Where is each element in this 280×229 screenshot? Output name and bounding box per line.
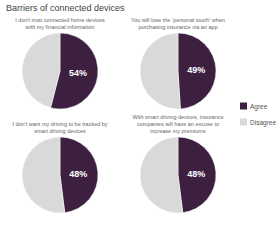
pie-slice: [22, 33, 60, 108]
pie-chart: I don't want my driving to be tracked by…: [12, 121, 107, 213]
legend-swatch: [240, 103, 247, 110]
data-label: 54%: [69, 68, 87, 78]
data-label: 48%: [187, 169, 205, 179]
pie-slice: [178, 137, 216, 213]
pie-slice: [178, 33, 216, 109]
pie-title-line: With smart driving devices, insurance: [132, 114, 223, 120]
chart: Barriers of connected devices I don't tru…: [0, 0, 280, 229]
legend-swatch: [240, 119, 247, 126]
pie-title-line: purchasing insurance via an app: [138, 24, 217, 30]
pie-chart: I don't trust connected home deviceswith…: [15, 17, 105, 109]
pie-title: With smart driving devices, insurancecom…: [132, 114, 223, 134]
pie-slice: [60, 137, 98, 213]
pie-title-line: increase my premiums: [150, 128, 206, 134]
pie-slice: [140, 137, 183, 213]
pie-chart: With smart driving devices, insurancecom…: [132, 114, 223, 213]
pie: 54%: [22, 33, 98, 109]
legend-label: Disagree: [250, 119, 276, 127]
title: Barriers of connected devices: [6, 3, 125, 13]
pie-title: I don't want my driving to be tracked by…: [12, 121, 107, 134]
data-label: 49%: [187, 65, 205, 75]
pie-title-line: with my financial information: [24, 24, 94, 30]
legend: Agree Disagree: [240, 103, 276, 127]
pie: 48%: [140, 137, 216, 213]
pie-title-line: I don't want my driving to be tracked by: [12, 121, 107, 127]
pie-title-line: You will lose the ‘personal touch’ when: [131, 17, 225, 23]
pie-slice: [140, 33, 180, 109]
pie-chart: You will lose the ‘personal touch’ whenp…: [131, 17, 225, 109]
pie-title-line: smart driving devices: [34, 128, 86, 134]
pie-title: You will lose the ‘personal touch’ whenp…: [131, 17, 225, 30]
pie-slice: [22, 137, 65, 213]
data-label: 48%: [69, 169, 87, 179]
pie-title-line: I don't trust connected home devices: [15, 17, 105, 23]
pie-title: I don't trust connected home deviceswith…: [15, 17, 105, 30]
pie-title-line: companies will have an excuse to: [137, 121, 219, 127]
legend-label: Agree: [250, 103, 268, 111]
pie: 48%: [22, 137, 98, 213]
pie: 49%: [140, 33, 216, 109]
